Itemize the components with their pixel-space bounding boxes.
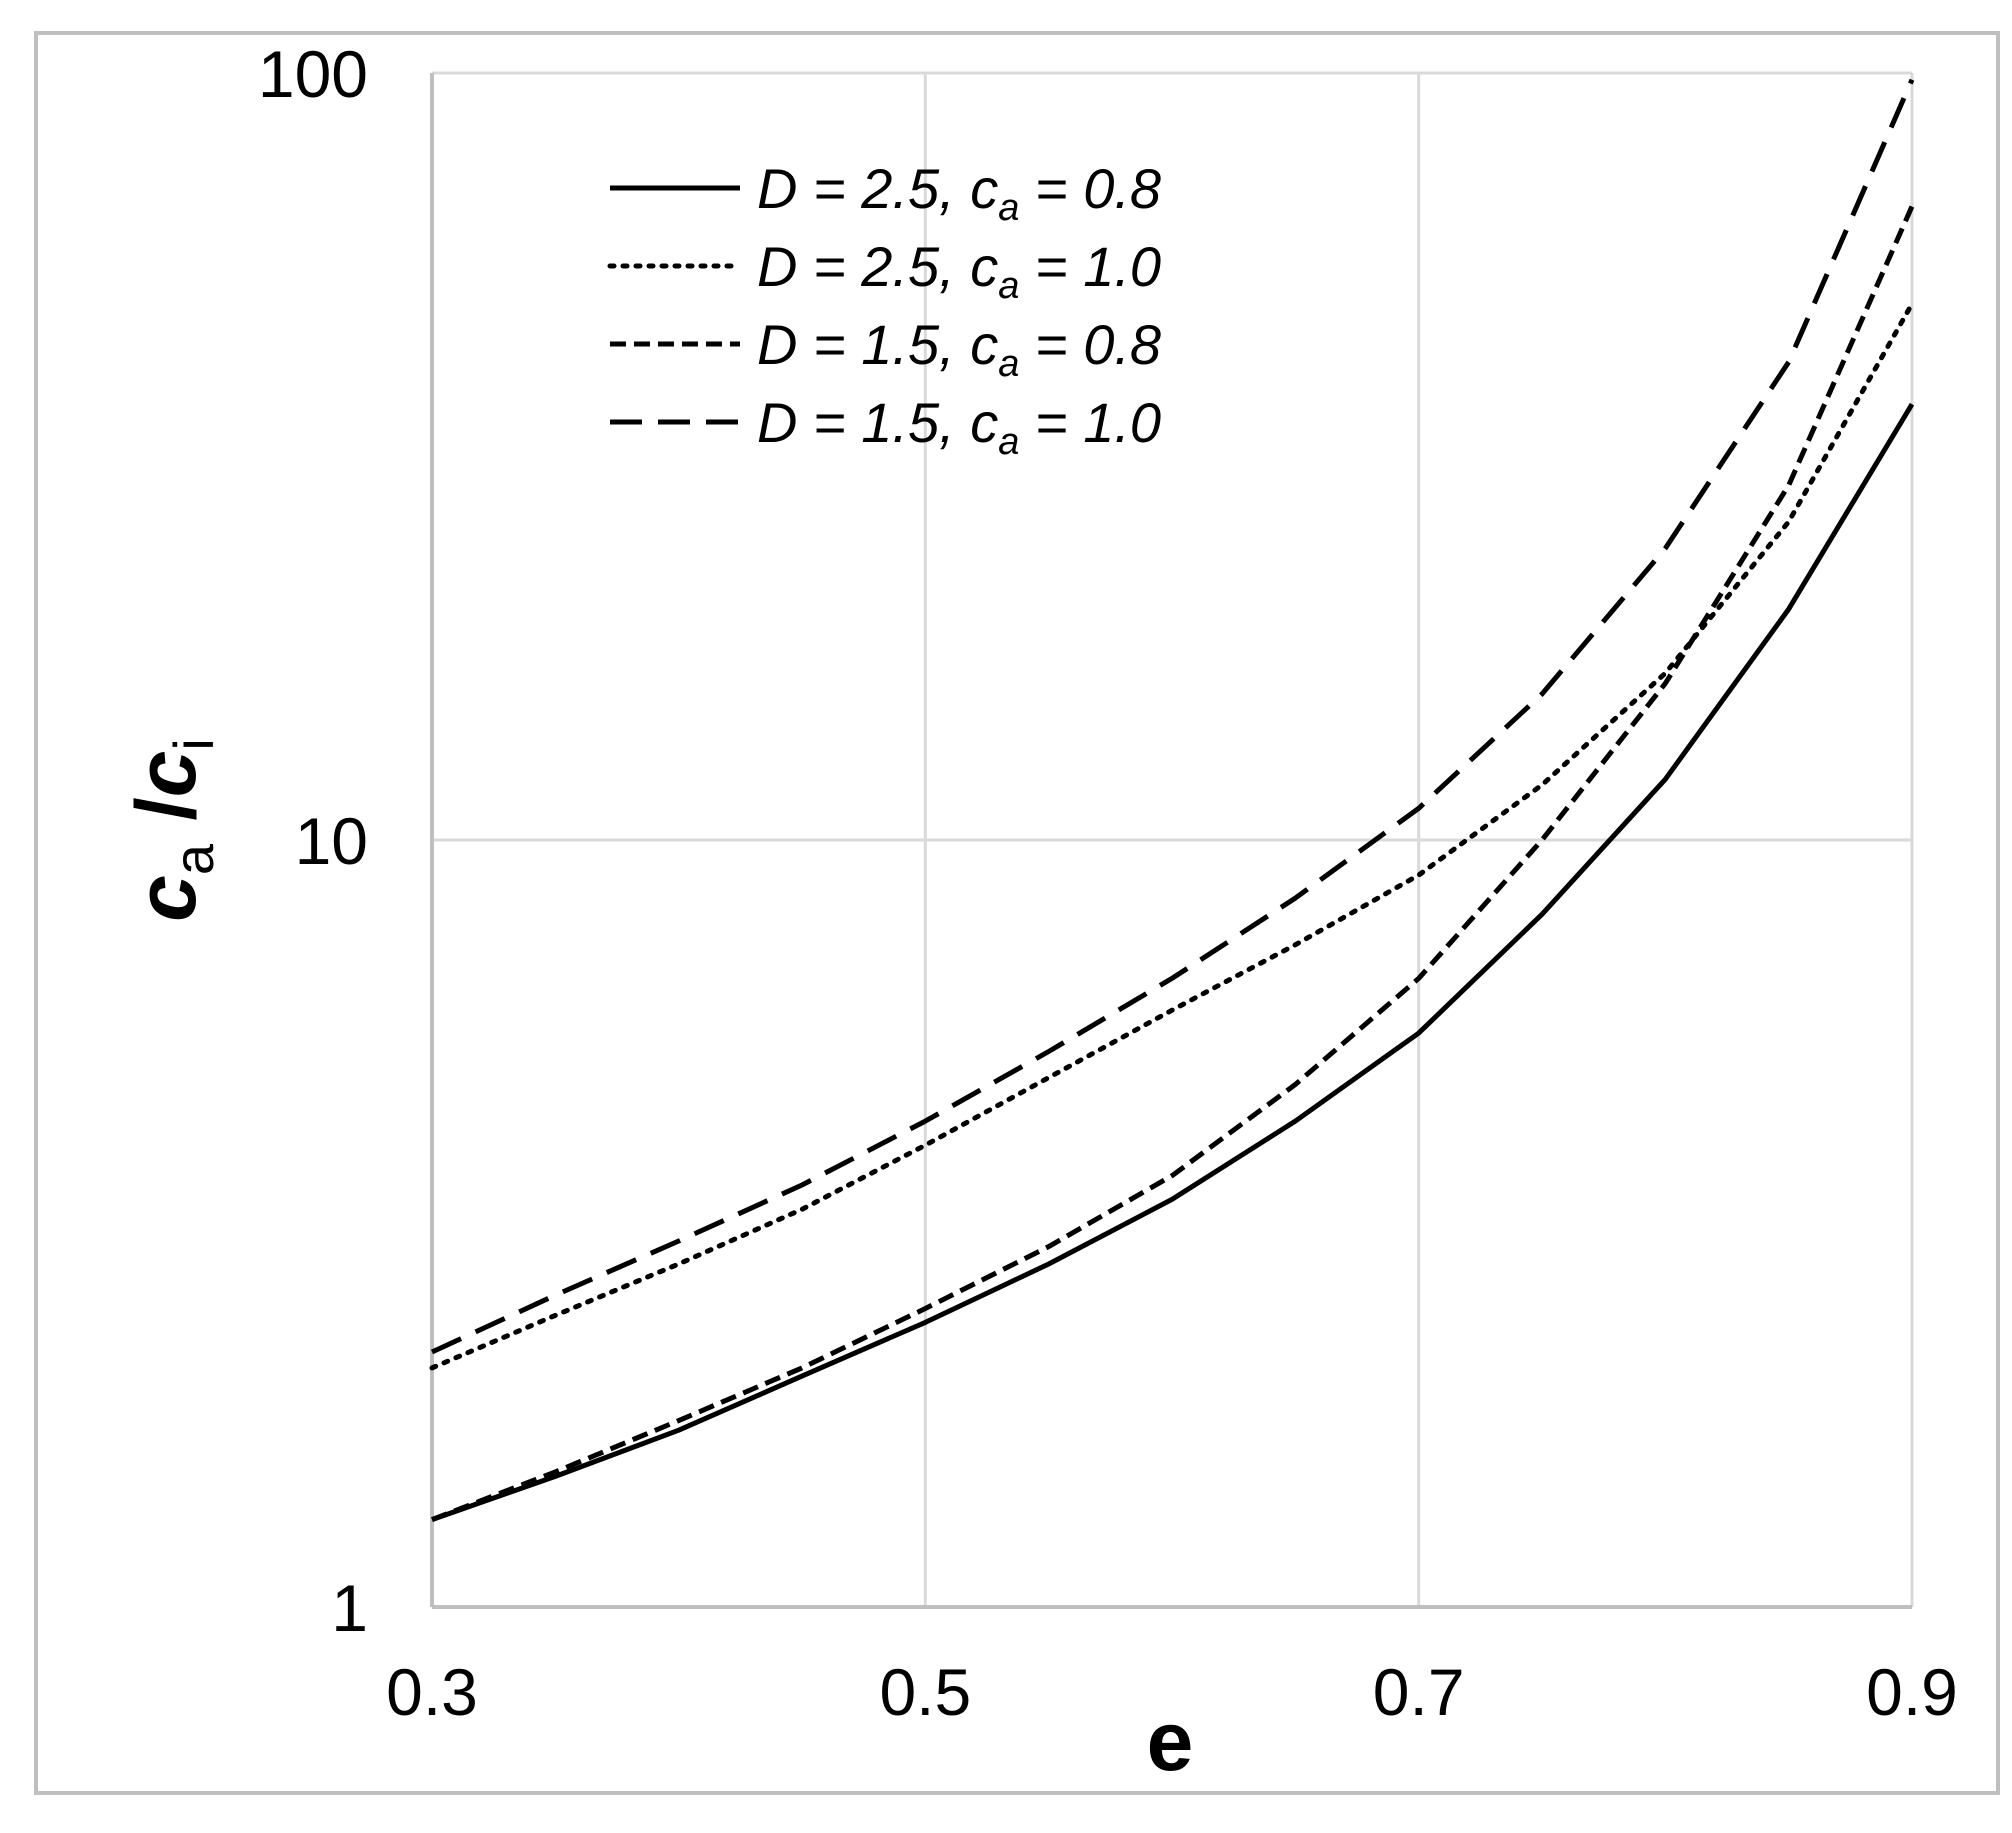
chart-frame	[34, 31, 2000, 1795]
series-line-4	[430, 78, 1915, 1355]
y-axis-title-sub-2: i	[162, 738, 225, 750]
y-axis-title-sub-1: a	[162, 843, 225, 875]
x-axis-title: e	[1147, 1694, 1194, 1788]
y-axis-title-main-2: c	[119, 751, 213, 798]
x-tick-label: 0.5	[879, 1655, 971, 1729]
x-tick-label: 0.7	[1373, 1655, 1465, 1729]
legend-label-text: D = 2.5, c	[757, 157, 998, 220]
legend: D = 2.5, ca = 0.8D = 2.5, ca = 1.0D = 1.…	[607, 157, 1161, 463]
series-line-2	[429, 301, 1915, 1371]
x-tick-label: 0.9	[1866, 1655, 1958, 1729]
legend-label-subscript: a	[998, 343, 1019, 385]
legend-label-text: = 0.8	[1019, 313, 1161, 376]
legend-label-subscript: a	[998, 265, 1019, 307]
legend-label-4: D = 1.5, ca = 1.0	[757, 391, 1161, 463]
series-layer	[429, 78, 1915, 1522]
grid	[432, 71, 1914, 1607]
legend-label-text: = 0.8	[1019, 157, 1161, 220]
y-axis-title-sep: /	[119, 797, 213, 844]
y-tick-label: 100	[258, 37, 368, 111]
legend-label-text: = 1.0	[1019, 235, 1161, 298]
y-tick-label: 1	[331, 1571, 368, 1645]
x-tick-label: 0.3	[386, 1655, 478, 1729]
legend-label-text: D = 2.5, c	[757, 235, 998, 298]
legend-label-text: = 1.0	[1019, 391, 1161, 454]
y-tick-label: 10	[295, 804, 368, 878]
legend-label-subscript: a	[998, 187, 1019, 229]
y-axis-title: ca /ci	[119, 738, 225, 922]
legend-label-text: D = 1.5, c	[757, 313, 998, 376]
legend-label-3: D = 1.5, ca = 0.8	[757, 313, 1161, 385]
series-line-1	[431, 402, 1915, 1522]
legend-label-2: D = 2.5, ca = 1.0	[757, 235, 1161, 307]
tick-labels: 0.3 0.5 0.7 0.9 1 10 100	[258, 37, 1958, 1729]
legend-label-1: D = 2.5, ca = 0.8	[757, 157, 1161, 229]
series-line-3	[431, 205, 1915, 1522]
y-axis-title-main-1: c	[119, 875, 213, 922]
legend-label-text: D = 1.5, c	[757, 391, 998, 454]
legend-label-subscript: a	[998, 421, 1019, 463]
